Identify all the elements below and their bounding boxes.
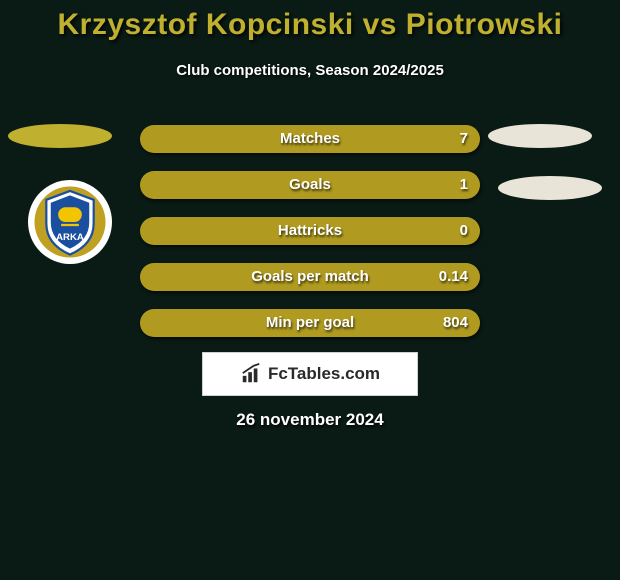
stat-bar: Min per goal804	[140, 309, 480, 337]
stat-bar: Goals1	[140, 171, 480, 199]
stat-bar-value: 0.14	[439, 263, 468, 291]
brand-text: FcTables.com	[268, 364, 380, 384]
club-logo: ARKA	[28, 180, 112, 264]
stat-bar-value: 0	[460, 217, 468, 245]
club-logo-icon: ARKA	[33, 185, 107, 259]
stat-bars: Matches7Goals1Hattricks0Goals per match0…	[140, 125, 480, 355]
date-line: 26 november 2024	[0, 410, 620, 430]
subtitle: Club competitions, Season 2024/2025	[0, 62, 620, 79]
brand-badge: FcTables.com	[202, 352, 418, 396]
stat-bar: Matches7	[140, 125, 480, 153]
stat-bar: Goals per match0.14	[140, 263, 480, 291]
chart-icon	[240, 363, 262, 385]
stat-bar-label: Goals per match	[140, 263, 480, 291]
stat-bar: Hattricks0	[140, 217, 480, 245]
page-title: Krzysztof Kopcinski vs Piotrowski	[0, 0, 620, 42]
decor-ellipse	[498, 176, 602, 200]
stat-bar-label: Hattricks	[140, 217, 480, 245]
svg-text:ARKA: ARKA	[56, 232, 84, 243]
decor-ellipse	[8, 124, 112, 148]
stat-bar-label: Min per goal	[140, 309, 480, 337]
stat-bar-value: 804	[443, 309, 468, 337]
stat-bar-label: Goals	[140, 171, 480, 199]
decor-ellipse	[488, 124, 592, 148]
stat-bar-value: 1	[460, 171, 468, 199]
stat-bar-label: Matches	[140, 125, 480, 153]
stat-bar-value: 7	[460, 125, 468, 153]
